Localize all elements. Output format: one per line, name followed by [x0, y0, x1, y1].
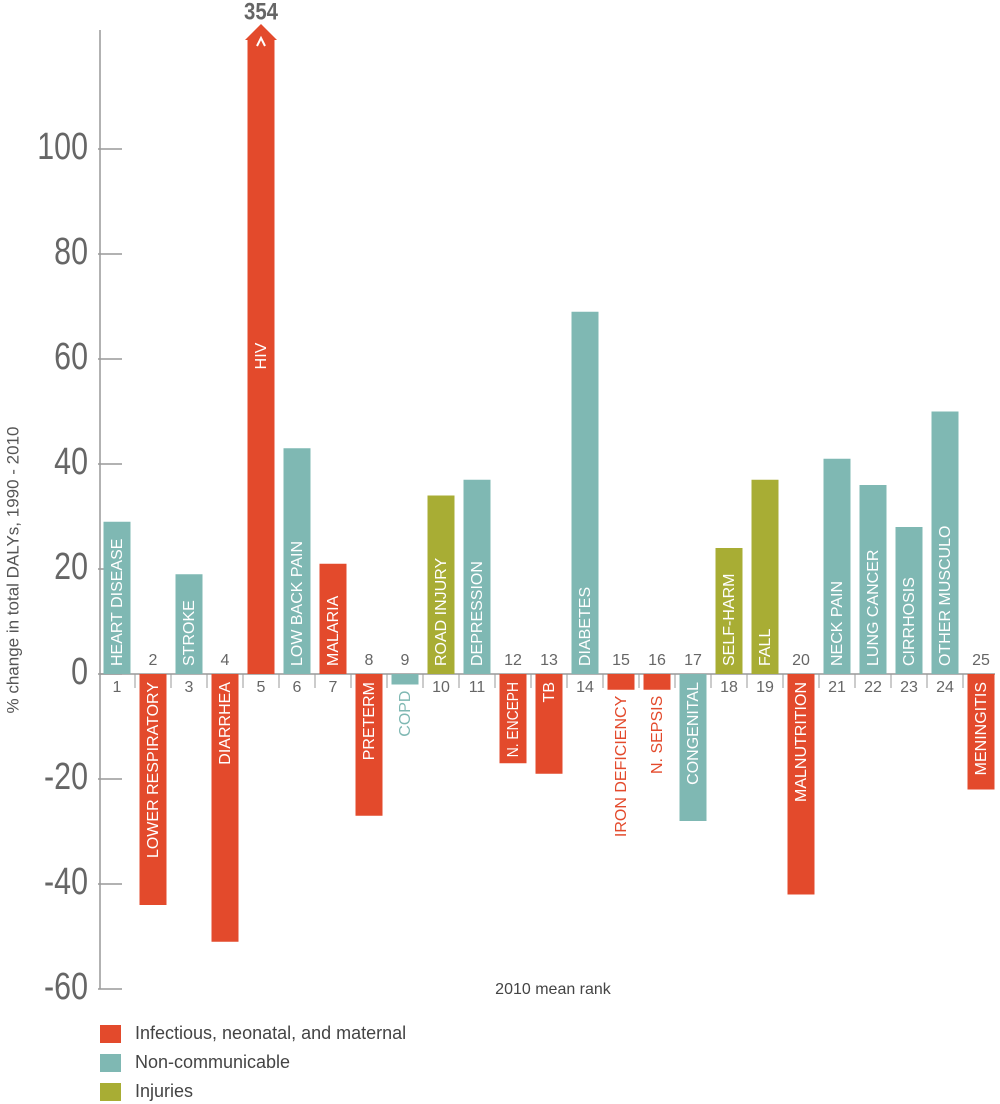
bar	[787, 674, 815, 895]
bar	[967, 674, 995, 790]
bar-name: HIV	[253, 342, 270, 369]
bar-name: MALNUTRITION	[793, 682, 810, 802]
x-tick-label: 16	[648, 652, 666, 669]
y-tick-label: -20	[44, 756, 88, 798]
x-axis-label: 2010 mean rank	[495, 981, 612, 998]
bar	[319, 563, 347, 674]
x-tick-label: 1	[113, 679, 122, 696]
x-tick-label: 17	[684, 652, 702, 669]
bar-name: N. SEPSIS	[649, 696, 666, 774]
x-tick-label: 5	[257, 679, 266, 696]
x-tick-label: 4	[221, 652, 230, 669]
bar-name: PRETERM	[361, 682, 378, 760]
x-tick-label: 3	[185, 679, 194, 696]
x-tick-label: 7	[329, 679, 338, 696]
bar	[139, 674, 167, 905]
bar	[751, 479, 779, 674]
bar-name: COPD	[397, 691, 414, 737]
bar	[859, 485, 887, 674]
bar-name: NECK PAIN	[829, 581, 846, 666]
x-tick-label: 13	[540, 652, 558, 669]
legend-label: Infectious, neonatal, and maternal	[135, 1023, 406, 1043]
bar	[607, 674, 635, 690]
legend-swatch	[100, 1054, 121, 1072]
legend-label: Non-communicable	[135, 1052, 290, 1072]
bar-name: MALARIA	[325, 595, 342, 666]
bar	[427, 495, 455, 674]
x-tick-label: 18	[720, 679, 738, 696]
value-label: 354	[244, 0, 279, 25]
bar-name: DIABETES	[577, 587, 594, 666]
x-tick-label: 20	[792, 652, 810, 669]
bar-name: N. ENCEPH	[505, 682, 522, 757]
bar-name: OTHER MUSCULO	[937, 526, 954, 666]
x-tick-label: 9	[401, 652, 410, 669]
y-tick-label: -60	[44, 966, 88, 1008]
y-tick-label: 100	[37, 126, 88, 168]
bar-name: HEART DISEASE	[109, 539, 126, 666]
y-tick-label: 40	[54, 441, 88, 483]
x-tick-label: 25	[972, 652, 990, 669]
legend-swatch	[100, 1083, 121, 1101]
bar	[247, 38, 275, 674]
bar-name: LOWER RESPIRATORY	[145, 682, 162, 858]
x-tick-label: 10	[432, 679, 450, 696]
bar	[103, 521, 131, 674]
bar	[535, 674, 563, 774]
overflow-arrow	[245, 24, 277, 40]
bar-name: DIARRHEA	[217, 682, 234, 765]
bar-name: IRON DEFICIENCY	[613, 695, 630, 837]
y-axis-label: % change in total DALYs, 1990 - 2010	[3, 427, 22, 714]
bar	[931, 411, 959, 674]
bar-name: TB	[541, 682, 558, 702]
bar	[499, 674, 527, 764]
bar	[175, 574, 203, 674]
bar	[823, 458, 851, 674]
bar	[283, 448, 311, 674]
x-tick-label: 19	[756, 679, 774, 696]
bar-name: ROAD INJURY	[433, 558, 450, 666]
x-tick-label: 14	[576, 679, 594, 696]
bar	[715, 548, 743, 674]
bar	[571, 311, 599, 674]
bar-name: LUNG CANCER	[865, 550, 882, 666]
bar-name: SELF-HARM	[721, 574, 738, 666]
x-tick-label: 2	[149, 652, 158, 669]
y-tick-label: -40	[44, 861, 88, 903]
y-tick-label: 0	[71, 651, 88, 693]
bar	[463, 479, 491, 674]
x-tick-label: 15	[612, 652, 630, 669]
x-tick-label: 12	[504, 652, 522, 669]
legend-label: Injuries	[135, 1081, 193, 1101]
bar	[895, 527, 923, 674]
bar-name: CIRRHOSIS	[901, 577, 918, 666]
bar-name: MENINGITIS	[973, 682, 990, 775]
bar	[391, 674, 419, 685]
bar	[643, 674, 671, 690]
x-tick-label: 24	[936, 679, 954, 696]
x-tick-label: 22	[864, 679, 882, 696]
y-tick-label: 80	[54, 231, 88, 273]
bar-name: STROKE	[181, 600, 198, 666]
bar-name: DEPRESSION	[469, 561, 486, 666]
x-tick-label: 6	[293, 679, 302, 696]
bar	[211, 674, 239, 942]
x-tick-label: 21	[828, 679, 846, 696]
x-tick-label: 11	[469, 679, 486, 696]
bar	[679, 674, 707, 821]
bar-name: CONGENITAL	[685, 682, 702, 785]
overflow-arrow-mark	[256, 35, 266, 47]
bar	[355, 674, 383, 816]
legend-swatch	[100, 1025, 121, 1043]
bar-name: FALL	[757, 629, 774, 666]
y-tick-label: 60	[54, 336, 88, 378]
y-tick-label: 20	[54, 546, 88, 588]
x-tick-label: 23	[900, 679, 918, 696]
x-tick-label: 8	[365, 652, 374, 669]
bar-name: LOW BACK PAIN	[289, 541, 306, 666]
